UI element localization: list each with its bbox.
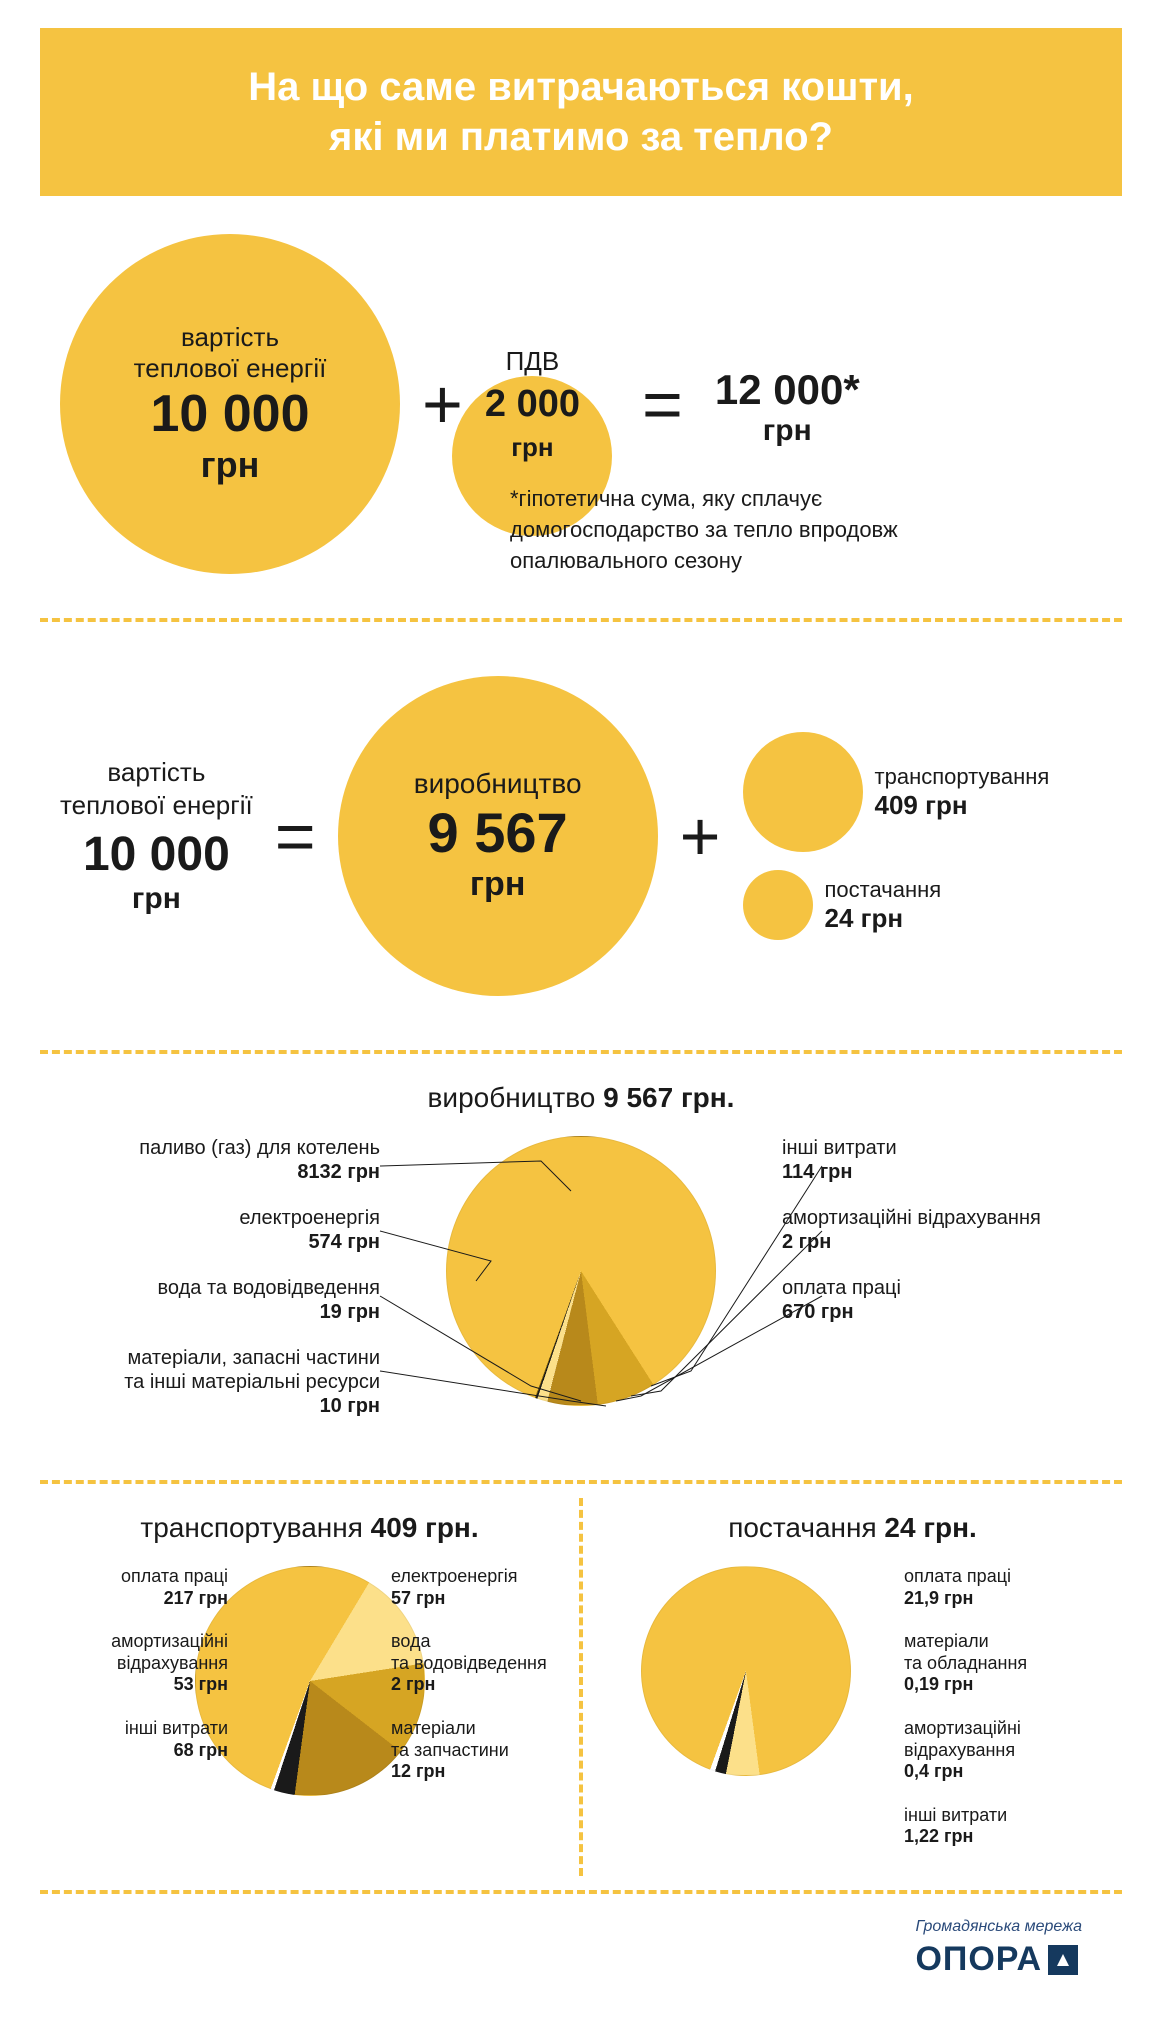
supply-pie-wrap: оплата праці21,9 грн матеріалита обладнан… bbox=[601, 1566, 1104, 1846]
supply-col: постачання 24 грн. оплата праці21,9 грн м… bbox=[579, 1498, 1122, 1876]
vat-value: 2 000 bbox=[485, 383, 580, 426]
production-labels-left: паливо (газ) для котелень8132 грн електро… bbox=[60, 1136, 380, 1440]
title-value: 409 грн. bbox=[371, 1512, 479, 1543]
header-line-1: На що саме витрачаються кошти, bbox=[90, 62, 1072, 112]
production-labels-right: інші витрати114 грн амортизаційні відраху… bbox=[782, 1136, 1102, 1346]
divider bbox=[40, 1890, 1122, 1894]
title-value: 9 567 грн. bbox=[603, 1082, 734, 1113]
section-production-pie: виробництво 9 567 грн. паливо (газ) для … bbox=[40, 1068, 1122, 1466]
supply-pie-title: постачання 24 грн. bbox=[601, 1512, 1104, 1544]
pie-label: оплата праці670 грн bbox=[782, 1276, 1102, 1324]
transport-pie-wrap: оплата праці217 грн амортизаційнівідрахув… bbox=[58, 1566, 561, 1846]
pie-label: електроенергія574 грн bbox=[60, 1206, 380, 1254]
transport-pie-title: транспортування 409 грн. bbox=[58, 1512, 561, 1544]
pie-label: амортизаційні відрахування2 грн bbox=[782, 1206, 1102, 1254]
pie-label: амортизаційнівідрахування0,4 грн bbox=[904, 1718, 1094, 1783]
pie-label: паливо (газ) для котелень8132 грн bbox=[60, 1136, 380, 1184]
production-pie-title: виробництво 9 567 грн. bbox=[60, 1082, 1102, 1114]
footer-tagline: Громадянська мережа bbox=[915, 1918, 1082, 1936]
small-circle bbox=[743, 870, 813, 940]
heat-cost-label: вартістьтеплової енергії bbox=[60, 756, 253, 821]
title-prefix: виробництво bbox=[428, 1082, 604, 1113]
transport-col: транспортування 409 грн. оплата праці217… bbox=[40, 1498, 579, 1876]
plus-operator-2: + bbox=[680, 801, 721, 871]
transport-labels-right: електроенергія57 грн водата водовідведенн… bbox=[391, 1566, 561, 1805]
divider bbox=[40, 1480, 1122, 1484]
heat-cost-value: 10 000 bbox=[60, 827, 253, 882]
supply-pie bbox=[641, 1566, 851, 1776]
divider bbox=[40, 618, 1122, 622]
pie-label: інші витрати114 грн bbox=[782, 1136, 1102, 1184]
title-value: 24 грн. bbox=[884, 1512, 976, 1543]
transport-labels-left: оплата праці217 грн амортизаційнівідрахув… bbox=[58, 1566, 228, 1783]
pie-label: вода та водовідведення19 грн bbox=[60, 1276, 380, 1324]
production-pie-wrap: паливо (газ) для котелень8132 грн електро… bbox=[60, 1136, 1102, 1436]
pie-label: інші витрати68 грн bbox=[58, 1718, 228, 1761]
footer: Громадянська мережа ОПОРА bbox=[40, 1908, 1122, 2009]
circle-heat-cost: вартістьтеплової енергії10 000грн bbox=[60, 234, 400, 574]
footer-brand: ОПОРА bbox=[915, 1940, 1042, 1979]
pie-label: матеріали, запасні частинита інші матері… bbox=[60, 1346, 380, 1418]
small-circles-group: транспортування409 грнпостачання24 грн bbox=[743, 732, 1050, 940]
pie-label: матеріалита обладнання0,19 грн bbox=[904, 1631, 1094, 1696]
section-breakdown-top: вартістьтеплової енергії 10 000 грн = ви… bbox=[40, 636, 1122, 1036]
footer-logo-icon bbox=[1048, 1945, 1078, 1975]
vat-unit: грн bbox=[511, 432, 553, 463]
section-bottom-pies: транспортування 409 грн. оплата праці217… bbox=[40, 1498, 1122, 1876]
header-banner: На що саме витрачаються кошти, які ми пл… bbox=[40, 28, 1122, 196]
pie-label: амортизаційнівідрахування53 грн bbox=[58, 1631, 228, 1696]
production-pie bbox=[446, 1136, 716, 1406]
total-block: 12 000* грн bbox=[715, 360, 860, 448]
pie-label: оплата праці21,9 грн bbox=[904, 1566, 1094, 1609]
footer-logo: ОПОРА bbox=[915, 1940, 1082, 1979]
circle-production: виробництво9 567грн bbox=[338, 676, 658, 996]
equals-operator-2: = bbox=[275, 801, 316, 871]
heat-cost-unit: грн bbox=[60, 882, 253, 916]
footnote: *гіпотетична сума, яку сплачуєдомогоспод… bbox=[510, 484, 1070, 576]
total-unit: грн bbox=[715, 414, 860, 448]
divider bbox=[40, 1050, 1122, 1054]
title-prefix: постачання bbox=[728, 1512, 884, 1543]
heat-cost-text: вартістьтеплової енергії 10 000 грн bbox=[60, 756, 253, 916]
title-prefix: транспортування bbox=[140, 1512, 370, 1543]
pie-label: водата водовідведення2 грн bbox=[391, 1631, 561, 1696]
pie-label: інші витрати1,22 грн bbox=[904, 1805, 1094, 1848]
plus-operator: + bbox=[422, 369, 463, 439]
equals-operator: = bbox=[642, 369, 683, 439]
transport-pie bbox=[195, 1566, 425, 1796]
section-cost-plus-vat: вартістьтеплової енергії10 000грн + ПДВ … bbox=[40, 224, 1122, 604]
pie-label: оплата праці217 грн bbox=[58, 1566, 228, 1609]
header-line-2: які ми платимо за тепло? bbox=[90, 112, 1072, 162]
pie-label: електроенергія57 грн bbox=[391, 1566, 561, 1609]
total-value: 12 000* bbox=[715, 366, 860, 414]
small-circle bbox=[743, 732, 863, 852]
vat-label: ПДВ bbox=[506, 346, 560, 377]
pie-label: матеріалита запчастини12 грн bbox=[391, 1718, 561, 1783]
supply-labels-right: оплата праці21,9 грн матеріалита обладнан… bbox=[904, 1566, 1094, 1870]
